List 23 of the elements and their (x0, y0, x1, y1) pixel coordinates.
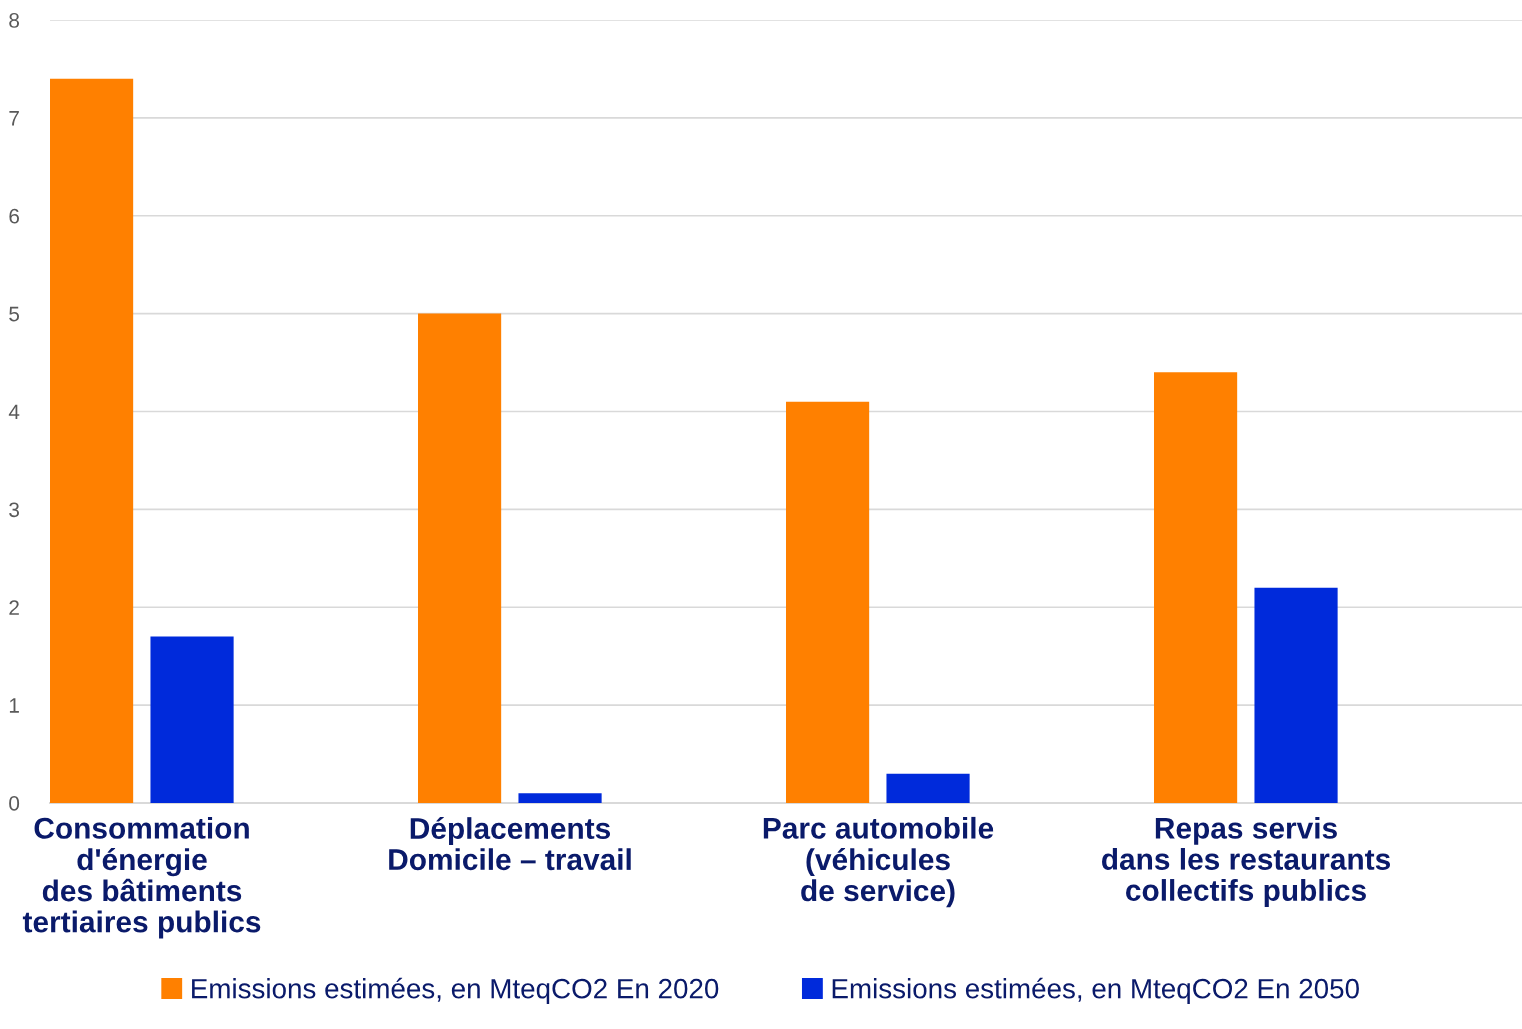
y-tick-label: 2 (9, 600, 19, 615)
x-tick-label: Parc automobile (véhicules de service) (763, 816, 994, 908)
x-tick-label: Consommation d'énergie des bâtiments tertiaires publics (22, 816, 261, 939)
y-tick-label: 3 (9, 502, 19, 518)
y-tick-label: 8 (9, 13, 20, 28)
bar (150, 636, 234, 803)
bar (786, 401, 870, 803)
bar (1154, 372, 1238, 803)
bar (50, 78, 134, 803)
y-tick-label: 7 (9, 111, 19, 126)
y-tick-label: 1 (9, 698, 19, 713)
y-tick-label: 0 (9, 796, 20, 811)
y-tick-label: 4 (8, 404, 20, 420)
bar (1254, 587, 1338, 803)
y-tick-label: 5 (9, 306, 20, 322)
x-tick-label: Déplacements Domicile – travail (389, 816, 631, 871)
bar (886, 773, 970, 803)
legend-label: Emissions estimées, en MteqCO2 En 2050 (832, 977, 1359, 1004)
bar (518, 793, 602, 803)
x-tick-label: Repas servis dans les restaurants collectifs publics (1102, 816, 1391, 907)
y-tick-label: 6 (9, 208, 19, 224)
bar (418, 313, 502, 803)
legend-label: Emissions estimées, en MteqCO2 En 2020 (192, 977, 719, 1004)
